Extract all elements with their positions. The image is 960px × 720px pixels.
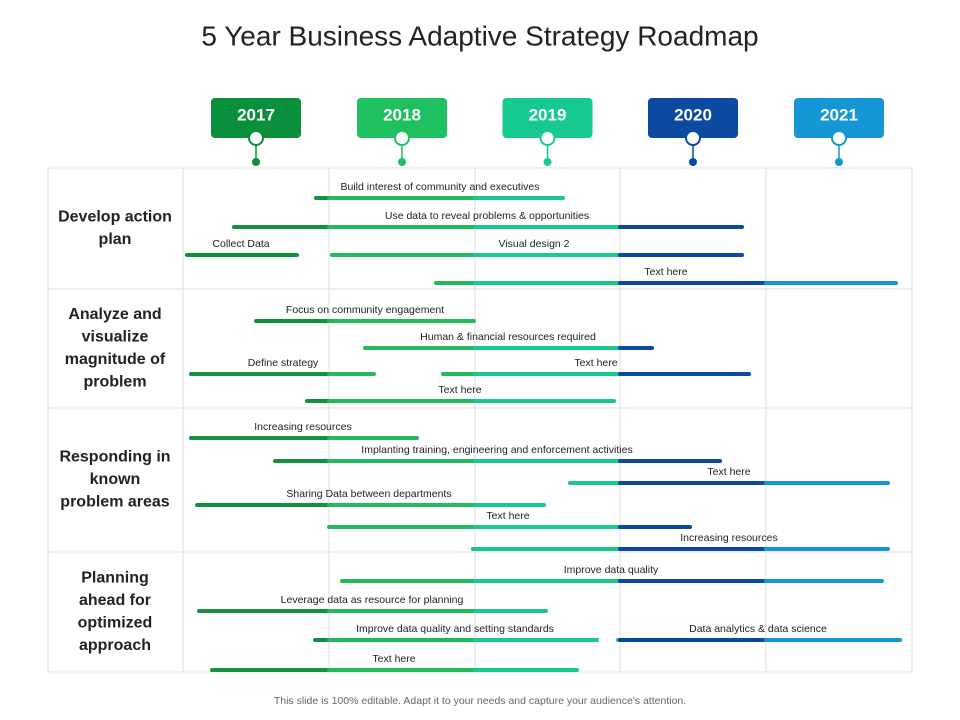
task-label: Implanting training, engineering and enf… xyxy=(361,444,632,456)
badge-ring xyxy=(685,130,701,146)
row-label: ahead for xyxy=(79,592,151,609)
badge-ring xyxy=(539,130,556,146)
year-label: 2020 xyxy=(674,105,712,124)
task-label: Text here xyxy=(438,384,481,396)
row-label: problem xyxy=(83,373,146,390)
task-label: Text here xyxy=(707,466,750,478)
task-label: Text here xyxy=(486,510,529,522)
task-label: Human & financial resources required xyxy=(420,331,596,343)
year-badge xyxy=(211,98,301,138)
badge-ring xyxy=(394,130,410,146)
task-label: Build interest of community and executiv… xyxy=(340,181,539,193)
row-label: optimized xyxy=(78,614,153,631)
task-label: Increasing resources xyxy=(680,532,777,544)
task-label: Improve data quality xyxy=(564,564,659,576)
badge-ring xyxy=(248,130,264,146)
row-label: Responding in xyxy=(59,449,170,466)
row-label: magnitude of xyxy=(65,351,166,368)
year-badge xyxy=(357,98,447,138)
row-label: Planning xyxy=(81,569,149,586)
row-label: plan xyxy=(99,231,132,248)
task-label: Text here xyxy=(644,266,687,278)
year-label: 2017 xyxy=(237,105,275,124)
task-label: Text here xyxy=(372,653,415,665)
dot xyxy=(835,158,843,166)
title: 5 Year Business Adaptive Strategy Roadma… xyxy=(201,20,758,51)
dot xyxy=(543,158,552,166)
year-label: 2018 xyxy=(383,105,421,124)
dot xyxy=(398,158,406,166)
badge-ring xyxy=(831,130,847,146)
task-label: Data analytics & data science xyxy=(689,623,827,635)
footer: This slide is 100% editable. Adapt it to… xyxy=(274,695,686,707)
task-label: Leverage data as resource for planning xyxy=(281,594,464,606)
row-label: problem areas xyxy=(60,494,169,511)
task-label: Improve data quality and setting standar… xyxy=(356,623,554,635)
task-label: Sharing Data between departments xyxy=(286,488,451,500)
task-label: Define strategy xyxy=(248,357,319,369)
year-badge xyxy=(648,98,738,138)
task-label: Visual design 2 xyxy=(498,238,569,250)
row-label: known xyxy=(90,471,141,488)
task-label: Increasing resources xyxy=(254,421,351,433)
task-label: Text here xyxy=(574,357,617,369)
year-badge xyxy=(794,98,884,138)
year-badge xyxy=(502,98,593,138)
row-label: Analyze and xyxy=(68,306,161,323)
row-label: Develop action xyxy=(58,208,172,225)
dot xyxy=(252,158,260,166)
task-label: Focus on community engagement xyxy=(286,304,444,316)
task-label: Use data to reveal problems & opportunit… xyxy=(385,210,589,222)
task-label: Collect Data xyxy=(212,238,269,250)
dot xyxy=(689,158,697,166)
year-label: 2021 xyxy=(820,105,858,124)
year-label: 2019 xyxy=(529,105,567,124)
row-label: approach xyxy=(79,637,151,654)
row-label: visualize xyxy=(82,328,149,345)
